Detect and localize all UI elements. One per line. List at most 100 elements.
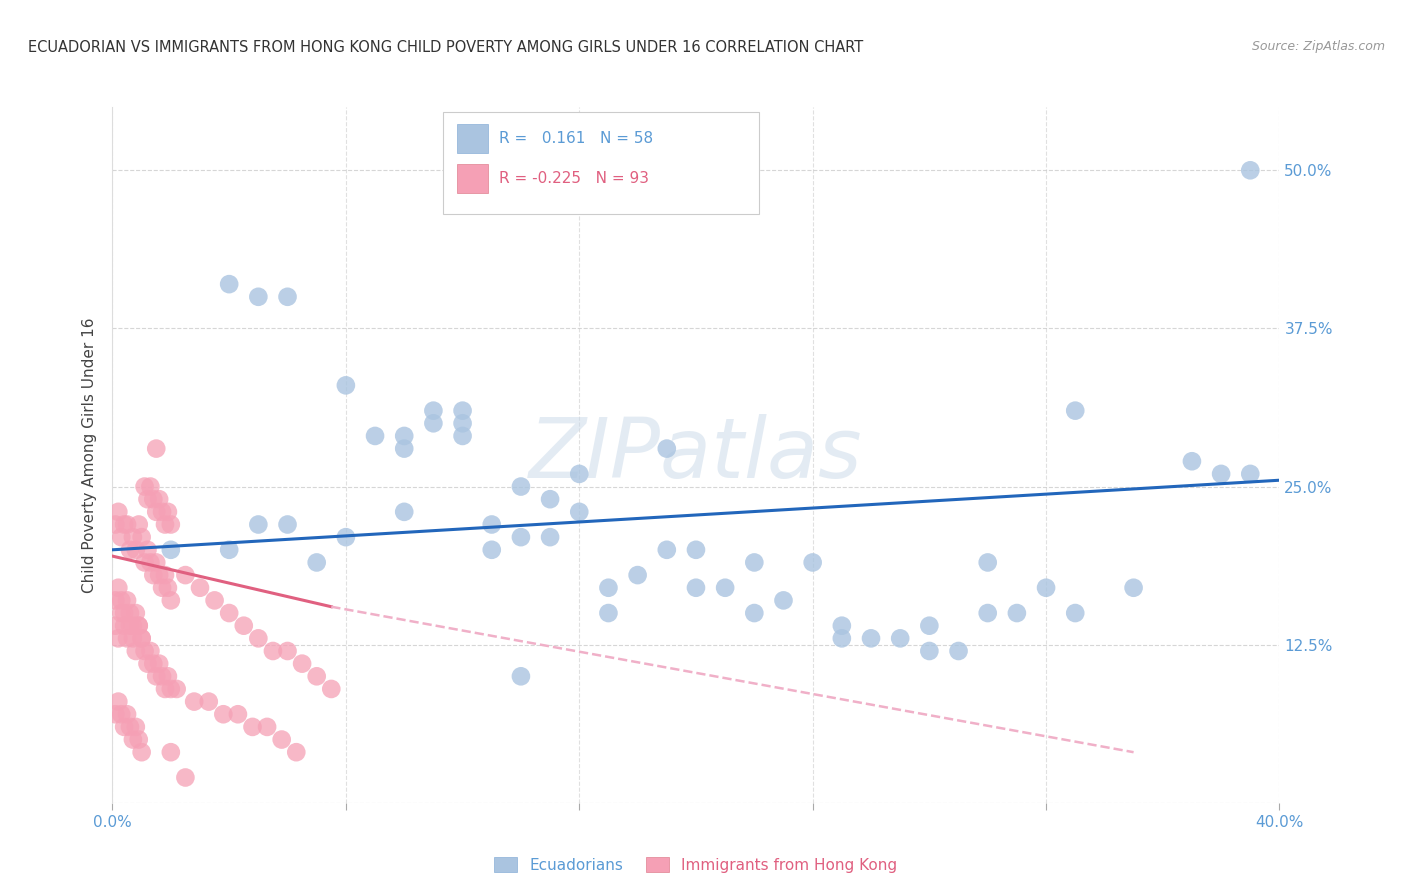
Point [218,606,240,620]
Point [262,644,284,658]
Point [305,669,328,683]
Point [131,632,153,646]
Text: R =   0.161   N = 58: R = 0.161 N = 58 [499,131,654,145]
Point [150,505,173,519]
Point [801,556,824,570]
Point [160,542,183,557]
Point [918,644,941,658]
Point [860,632,883,646]
Legend: Ecuadorians, Immigrants from Hong Kong: Ecuadorians, Immigrants from Hong Kong [488,850,904,879]
Point [128,618,150,632]
Point [122,530,145,544]
Point [139,479,162,493]
Point [125,720,148,734]
Point [148,657,170,671]
Point [145,505,167,519]
Point [509,479,531,493]
Point [134,556,156,570]
Point [742,606,765,620]
Point [422,403,444,417]
Point [1064,606,1087,620]
Point [538,530,561,544]
Point [285,745,308,759]
Point [104,618,127,632]
Point [918,618,941,632]
Text: Source: ZipAtlas.com: Source: ZipAtlas.com [1251,40,1385,54]
Point [451,429,474,443]
Point [481,517,503,532]
Point [134,644,156,658]
Point [197,695,219,709]
Point [115,517,138,532]
Point [128,732,150,747]
Point [118,720,141,734]
Point [1181,454,1204,468]
Point [148,492,170,507]
Point [131,745,153,759]
Point [568,467,591,481]
Point [226,707,249,722]
Point [948,644,970,658]
Point [976,556,998,570]
Point [188,581,211,595]
Point [145,669,167,683]
Point [218,277,240,292]
Point [115,593,138,607]
Point [276,644,298,658]
Point [125,644,148,658]
Point [136,657,159,671]
Point [364,429,387,443]
Point [598,581,620,595]
Point [655,442,678,456]
Point [115,707,138,722]
Point [136,542,159,557]
Text: ZIPatlas: ZIPatlas [529,415,863,495]
Point [1239,163,1261,178]
Point [831,618,853,632]
Point [153,517,176,532]
Point [118,606,141,620]
Point [110,593,132,607]
Point [107,695,129,709]
Point [685,542,707,557]
Point [110,707,132,722]
Point [153,568,176,582]
Point [174,771,197,785]
Point [772,593,794,607]
Point [247,290,270,304]
Point [291,657,314,671]
Point [568,505,591,519]
Point [107,505,129,519]
Point [685,581,707,595]
Point [509,530,531,544]
Point [118,618,141,632]
Point [136,492,159,507]
Point [509,669,531,683]
Point [242,720,264,734]
Point [112,606,135,620]
Point [122,632,145,646]
Point [321,681,343,696]
Point [112,517,135,532]
Point [627,568,650,582]
Point [1005,606,1028,620]
Text: ECUADORIAN VS IMMIGRANTS FROM HONG KONG CHILD POVERTY AMONG GIRLS UNDER 16 CORRE: ECUADORIAN VS IMMIGRANTS FROM HONG KONG … [28,40,863,55]
Point [145,442,167,456]
Point [1064,403,1087,417]
Point [128,618,150,632]
Point [1209,467,1232,481]
Point [104,707,127,722]
Point [538,492,561,507]
Point [247,517,270,532]
Point [104,517,127,532]
Point [655,542,678,557]
Point [174,568,197,582]
Point [125,542,148,557]
Point [156,581,179,595]
Point [714,581,737,595]
Point [742,556,765,570]
Point [145,556,167,570]
Point [598,606,620,620]
Point [889,632,911,646]
Point [112,720,135,734]
